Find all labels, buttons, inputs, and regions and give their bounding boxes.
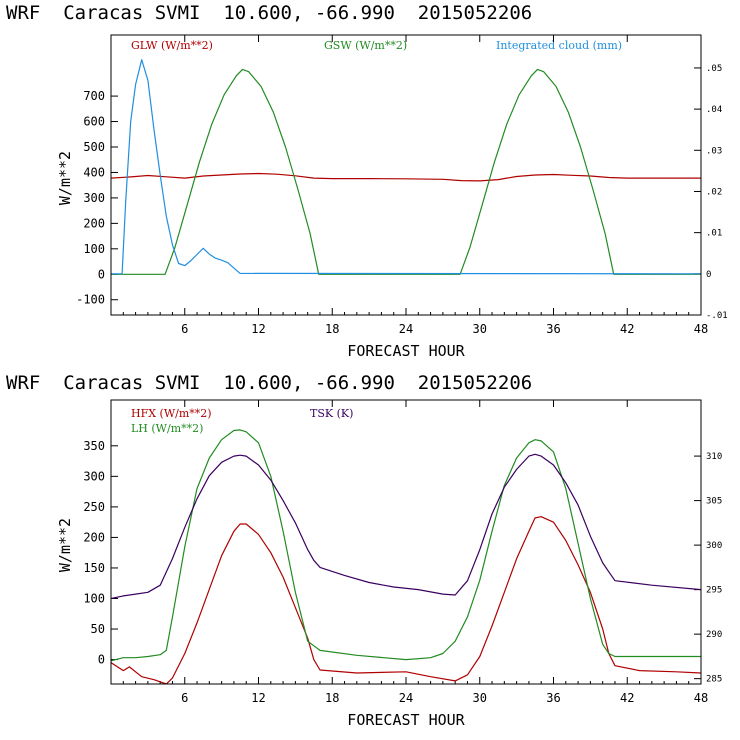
y-tick-label: 700 <box>83 89 105 103</box>
series-line-lh <box>111 429 701 662</box>
x-tick-label: 24 <box>399 691 413 705</box>
y2-tick-label: 300 <box>706 541 722 551</box>
y2-tick-label: .03 <box>706 146 722 156</box>
panel-2-ylabel: W/m**2 <box>56 518 74 572</box>
y2-tick-label: 305 <box>706 497 722 507</box>
panel-surface-fluxes: WRF Caracas SVMI 10.600, -66.990 2015052… <box>6 372 722 729</box>
y2-tick-label: .04 <box>706 105 722 115</box>
y-tick-label: 50 <box>91 622 105 636</box>
x-tick-label: 36 <box>546 322 560 336</box>
y-tick-label: 100 <box>83 591 105 605</box>
y2-tick-label: -.01 <box>706 311 728 321</box>
panel-1-ylabel: W/m**2 <box>56 151 74 205</box>
panel-1-plot-frame <box>110 34 702 316</box>
y2-tick-label: 295 <box>706 586 722 596</box>
y-tick-label: 150 <box>83 561 105 575</box>
y-tick-label: 600 <box>83 115 105 129</box>
y2-tick-label: 310 <box>706 452 722 462</box>
series-line-integrated <box>111 59 701 275</box>
y2-tick-label: .05 <box>706 64 722 74</box>
x-tick-label: 12 <box>251 322 265 336</box>
x-tick-label: 42 <box>620 322 634 336</box>
y-tick-label: 300 <box>83 191 105 205</box>
y-tick-label: 400 <box>83 165 105 179</box>
y-tick-label: 200 <box>83 216 105 230</box>
legend-tsk: TSK (K) <box>310 407 353 420</box>
panel-2-axes: 6 12 18 24 30 36 42 48 0 50 100 150 200 250 300 350 285 2… <box>83 400 722 705</box>
x-tick-label: 18 <box>325 691 339 705</box>
legend-glw: GLW (W/m**2) <box>131 39 213 52</box>
x-tick-label: 42 <box>620 691 634 705</box>
x-tick-label: 30 <box>473 322 487 336</box>
y-tick-label: 300 <box>83 469 105 483</box>
series-line-hfx <box>111 516 701 684</box>
y-tick-label: 0 <box>98 653 105 667</box>
panel-1-series <box>111 59 701 275</box>
panel-2-plot-frame <box>110 399 702 685</box>
panel-1-axes: 6 12 18 24 30 36 42 48 -100 0 100 200 300 400 500 600 70… <box>76 35 728 336</box>
y2-tick-label: .02 <box>706 187 722 197</box>
y-tick-label: 250 <box>83 500 105 514</box>
y2-tick-label: 285 <box>706 675 722 685</box>
x-tick-label: 24 <box>399 322 413 336</box>
y-tick-label: 100 <box>83 242 105 256</box>
y-tick-label: -100 <box>76 293 105 307</box>
panel-radiation: WRF Caracas SVMI 10.600, -66.990 2015052… <box>6 2 728 360</box>
series-line-tsk <box>111 453 701 600</box>
x-tick-label: 12 <box>251 691 265 705</box>
x-tick-label: 18 <box>325 322 339 336</box>
legend-hfx: HFX (W/m**2) <box>131 407 212 420</box>
x-tick-label: 6 <box>181 322 188 336</box>
x-tick-label: 48 <box>694 322 708 336</box>
legend-cloud: Integrated cloud (mm) <box>496 39 622 52</box>
y-tick-label: 200 <box>83 530 105 544</box>
panel-1-xlabel: FORECAST HOUR <box>347 342 465 360</box>
x-tick-label: 6 <box>181 691 188 705</box>
y-tick-label: 350 <box>83 439 105 453</box>
panel-1-title: WRF Caracas SVMI 10.600, -66.990 2015052… <box>6 2 532 24</box>
series-line-gsw <box>111 68 701 275</box>
panel-2-series <box>111 429 701 684</box>
panel-2-title: WRF Caracas SVMI 10.600, -66.990 2015052… <box>6 372 532 394</box>
y-tick-label: 500 <box>83 140 105 154</box>
legend-lh: LH (W/m**2) <box>131 422 203 435</box>
series-line-glw <box>111 172 701 182</box>
y2-tick-label: 290 <box>706 630 722 640</box>
x-tick-label: 48 <box>694 691 708 705</box>
panel-2-xlabel: FORECAST HOUR <box>347 711 465 729</box>
y2-tick-label: .01 <box>706 229 722 239</box>
legend-gsw: GSW (W/m**2) <box>324 39 407 52</box>
y-tick-label: 0 <box>98 267 105 281</box>
x-tick-label: 36 <box>546 691 560 705</box>
x-tick-label: 30 <box>473 691 487 705</box>
y2-tick-label: 0 <box>706 270 711 280</box>
